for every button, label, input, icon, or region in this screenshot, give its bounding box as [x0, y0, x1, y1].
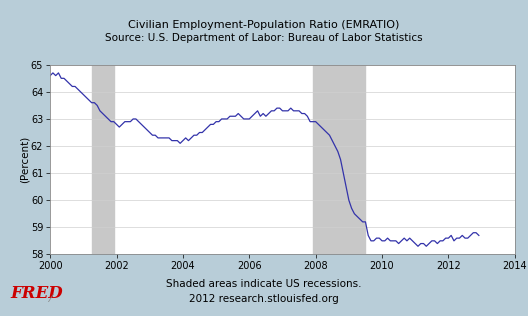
Text: Shaded areas indicate US recessions.: Shaded areas indicate US recessions.	[166, 279, 362, 289]
Bar	[92, 65, 114, 254]
Text: Source: U.S. Department of Labor: Bureau of Labor Statistics: Source: U.S. Department of Labor: Bureau…	[105, 33, 423, 43]
Bar	[313, 65, 365, 254]
Text: Civilian Employment-Population Ratio (EMRATIO): Civilian Employment-Population Ratio (EM…	[128, 20, 400, 30]
Text: ⁄: ⁄	[49, 294, 51, 304]
Text: FRED: FRED	[11, 285, 63, 302]
Y-axis label: (Percent): (Percent)	[20, 136, 30, 183]
Text: 2012 research.stlouisfed.org: 2012 research.stlouisfed.org	[189, 294, 339, 304]
